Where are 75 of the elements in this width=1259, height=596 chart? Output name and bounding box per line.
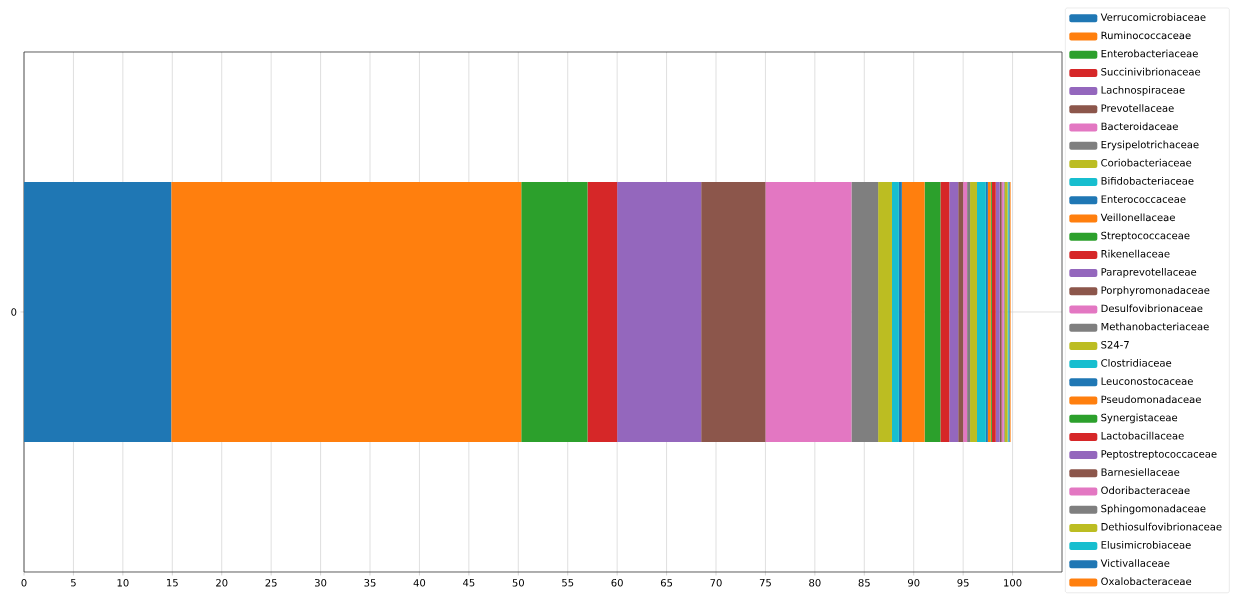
bar xyxy=(701,181,766,442)
x-tick-label: 15 xyxy=(167,579,178,587)
x-tick-label: 25 xyxy=(265,579,277,587)
x-tick-label: 10 xyxy=(117,579,129,587)
bar xyxy=(587,181,618,442)
bar xyxy=(976,181,986,442)
legend-label: Lachnospiraceae xyxy=(1101,85,1185,96)
legend-label: Prevotellaceae xyxy=(1101,104,1174,112)
x-tick-label: 5 xyxy=(71,579,76,587)
x-tick-label: 60 xyxy=(611,579,623,587)
bar xyxy=(970,181,977,442)
legend-label: Enterococcaceae xyxy=(1101,195,1186,203)
x-tick-label: 80 xyxy=(809,579,821,587)
legend-label: Enterobacteriaceae xyxy=(1101,49,1198,58)
bar xyxy=(949,181,959,442)
x-tick-label: 70 xyxy=(710,579,722,587)
legend-label: Peptostreptococcaceae xyxy=(1101,450,1217,460)
legend-label: Ruminococcaceae xyxy=(1101,31,1191,40)
legend-label: Coriobacteriaceae xyxy=(1101,158,1192,167)
bar xyxy=(521,181,588,442)
legend-label: Barnesiellaceae xyxy=(1101,468,1180,476)
legend-label: Verrucomicrobiaceae xyxy=(1100,13,1206,21)
x-tick-label: 40 xyxy=(413,579,426,587)
legend-label: Erysipelotrichaceae xyxy=(1101,140,1199,151)
x-tick-label: 30 xyxy=(314,579,327,587)
bar xyxy=(967,181,971,442)
legend-label: Victivallaceae xyxy=(1100,559,1170,567)
bar xyxy=(171,181,522,442)
bar xyxy=(24,181,172,442)
legend-label: Desulfovibrionaceae xyxy=(1101,304,1203,313)
legend-label: S24-7 xyxy=(1101,340,1129,349)
bar xyxy=(995,181,1000,442)
x-tick-label: 55 xyxy=(562,579,574,587)
x-tick-label: 35 xyxy=(364,579,376,587)
legend-label: Clostridiaceae xyxy=(1101,358,1172,367)
legend-label: Succinivibrionaceae xyxy=(1101,67,1201,76)
bar xyxy=(878,181,892,442)
legend-label: Pseudomonadaceae xyxy=(1101,395,1201,404)
bar xyxy=(901,181,925,442)
legend-label: Odoribacteraceae xyxy=(1101,486,1190,495)
bar xyxy=(891,181,899,442)
bar xyxy=(991,181,996,442)
legend-label: Oxalobacteraceae xyxy=(1101,577,1192,586)
legend-label: Methanobacteriaceae xyxy=(1101,322,1209,331)
bar xyxy=(851,181,879,442)
bar xyxy=(765,181,852,442)
bar xyxy=(617,181,702,442)
legend-label: Bacteroidaceae xyxy=(1101,122,1178,131)
bar xyxy=(940,181,950,442)
legend-label: Sphingomonadaceae xyxy=(1101,504,1206,515)
legend-label: Rikenellaceae xyxy=(1101,249,1170,258)
x-tick-label: 0 xyxy=(21,579,27,587)
legend-label: Dethiosulfovibrionaceae xyxy=(1101,522,1222,531)
bar xyxy=(924,181,941,442)
legend-label: Porphyromonadaceae xyxy=(1101,286,1210,296)
legend-label: Bifidobacteriaceae xyxy=(1101,176,1194,185)
legend-label: Veillonellaceae xyxy=(1100,213,1175,222)
legend-label: Paraprevotellaceae xyxy=(1101,267,1197,278)
x-tick-label: 20 xyxy=(216,579,228,587)
x-tick-label: 65 xyxy=(660,579,673,587)
x-tick-label: 75 xyxy=(759,579,771,587)
legend-label: Synergistaceae xyxy=(1101,413,1178,424)
legend-label: Lactobacillaceae xyxy=(1101,431,1184,440)
x-tick-label: 85 xyxy=(858,579,870,587)
x-tick-label: 90 xyxy=(907,579,920,587)
x-tick-label: 45 xyxy=(462,579,475,587)
x-tick-label: 100 xyxy=(1004,579,1022,587)
x-tick-label: 50 xyxy=(512,579,524,587)
x-tick-label: 95 xyxy=(957,579,969,587)
legend-label: Elusimicrobiaceae xyxy=(1101,540,1191,549)
legend-label: Streptococcaceae xyxy=(1101,231,1190,242)
bar xyxy=(898,181,902,442)
legend-label: Leuconostocaceae xyxy=(1101,377,1193,385)
bar xyxy=(958,181,964,442)
bar xyxy=(963,181,968,442)
